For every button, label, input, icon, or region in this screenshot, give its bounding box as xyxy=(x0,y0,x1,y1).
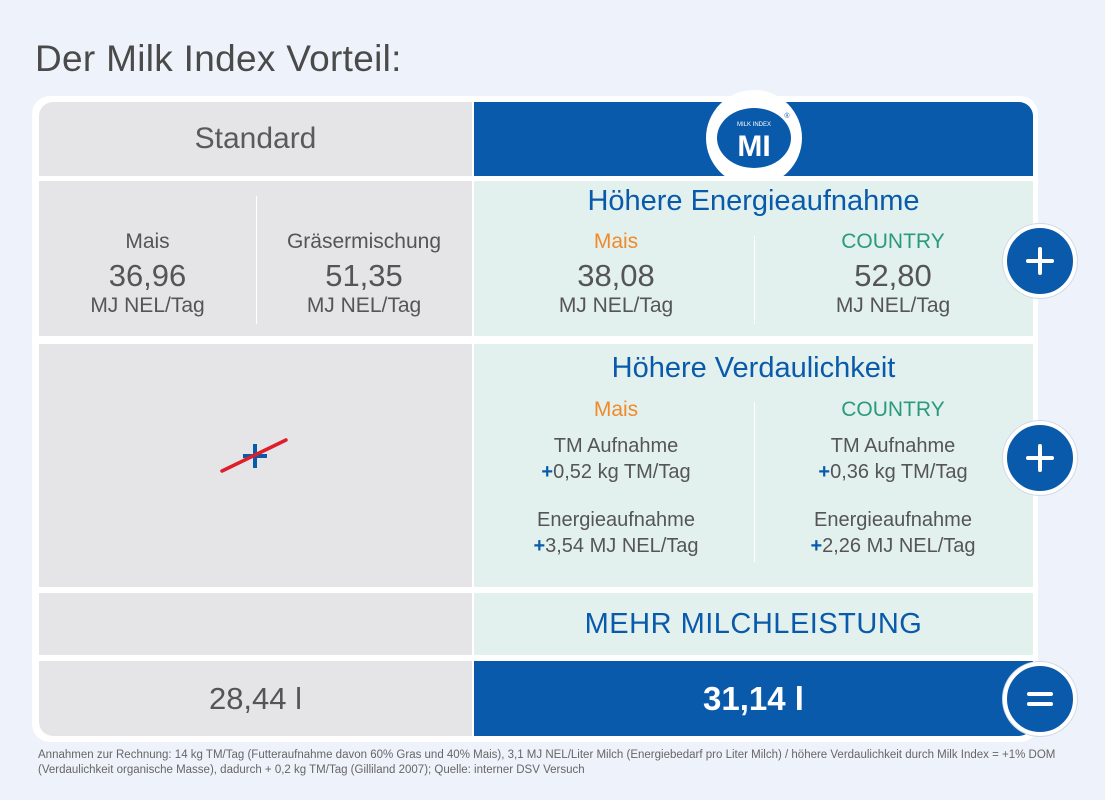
energy-unit: MJ NEL/Tag xyxy=(306,294,422,317)
energy-value: 38,08 xyxy=(577,258,655,293)
energy-unit: MJ NEL/Tag xyxy=(558,294,674,317)
column-label: COUNTRY xyxy=(841,398,945,421)
digestibility-section-title: Höhere Verdaulichkeit xyxy=(611,352,896,384)
plus-icon xyxy=(1003,224,1077,298)
energy-unit: MJ NEL/Tag xyxy=(835,294,951,317)
page-title: Der Milk Index Vorteil: xyxy=(35,38,402,79)
tm-value: 0,36 kg TM/Tag xyxy=(830,461,968,483)
plus-sign: + xyxy=(810,535,823,557)
standard-graesermischung-column: Gräsermischung 51,35 MJ NEL/Tag xyxy=(268,229,460,318)
footnote: Annahmen zur Rechnung: 14 kg TM/Tag (Fut… xyxy=(38,749,1056,776)
energy-unit: MJ NEL/Tag xyxy=(90,294,205,317)
plus-sign: + xyxy=(533,535,546,557)
svg-text:MI: MI xyxy=(737,130,770,163)
standard-energy-cell xyxy=(39,181,472,336)
tm-value-line: +0,36 kg TM/Tag xyxy=(779,459,1007,485)
equals-icon xyxy=(1003,662,1077,736)
energy-value-line: +2,26 MJ NEL/Tag xyxy=(779,533,1007,559)
standard-result: 28,44 l xyxy=(39,661,472,736)
svg-text:®: ® xyxy=(784,112,790,120)
digestibility-mais-column: Mais TM Aufnahme +0,52 kg TM/Tag Energie… xyxy=(502,397,730,559)
svg-text:MILK INDEX: MILK INDEX xyxy=(737,122,771,128)
tm-value-line: +0,52 kg TM/Tag xyxy=(502,459,730,485)
milk-index-result: 31,14 l xyxy=(474,661,1033,736)
column-label: Mais xyxy=(125,230,170,253)
divider xyxy=(754,236,755,324)
crossed-out-plus-icon xyxy=(219,436,291,481)
divider xyxy=(754,402,755,562)
more-milk-label: MEHR MILCHLEISTUNG xyxy=(474,593,1033,655)
milk-index-energy-cell xyxy=(474,181,1033,336)
energy-label: Energieaufnahme xyxy=(814,509,972,531)
standard-header: Standard xyxy=(39,102,472,176)
energy-value: 2,26 MJ NEL/Tag xyxy=(822,535,976,557)
milk-index-logo: MILK INDEX MI ® xyxy=(706,90,802,186)
energy-value: 51,35 xyxy=(325,258,403,293)
column-label: Mais xyxy=(593,230,639,253)
standard-mais-column: Mais 36,96 MJ NEL/Tag xyxy=(60,229,235,318)
milk-index-logo-icon: MILK INDEX MI ® xyxy=(717,108,791,168)
plus-sign: + xyxy=(818,461,831,483)
plus-icon xyxy=(1003,421,1077,495)
column-label: Gräsermischung xyxy=(286,230,442,253)
plus-sign: + xyxy=(541,461,554,483)
tm-value: 0,52 kg TM/Tag xyxy=(553,461,691,483)
energy-label: Energieaufnahme xyxy=(537,509,695,531)
milk-index-mais-column: Mais 38,08 MJ NEL/Tag xyxy=(520,229,712,318)
divider xyxy=(256,196,257,324)
energy-value: 52,80 xyxy=(854,258,932,293)
energy-value: 36,96 xyxy=(108,258,187,293)
energy-section-title: Höhere Energieaufnahme xyxy=(587,185,920,217)
standard-milk-cell xyxy=(39,593,472,655)
tm-label: TM Aufnahme xyxy=(553,435,679,457)
energy-value-line: +3,54 MJ NEL/Tag xyxy=(502,533,730,559)
milk-index-country-column: COUNTRY 52,80 MJ NEL/Tag xyxy=(797,229,989,318)
milk-index-digestibility-cell xyxy=(474,344,1033,587)
tm-label: TM Aufnahme xyxy=(830,435,956,457)
energy-value: 3,54 MJ NEL/Tag xyxy=(545,535,699,557)
column-label: COUNTRY xyxy=(841,230,945,253)
column-label: Mais xyxy=(593,398,639,421)
digestibility-country-column: COUNTRY TM Aufnahme +0,36 kg TM/Tag Ener… xyxy=(779,397,1007,559)
